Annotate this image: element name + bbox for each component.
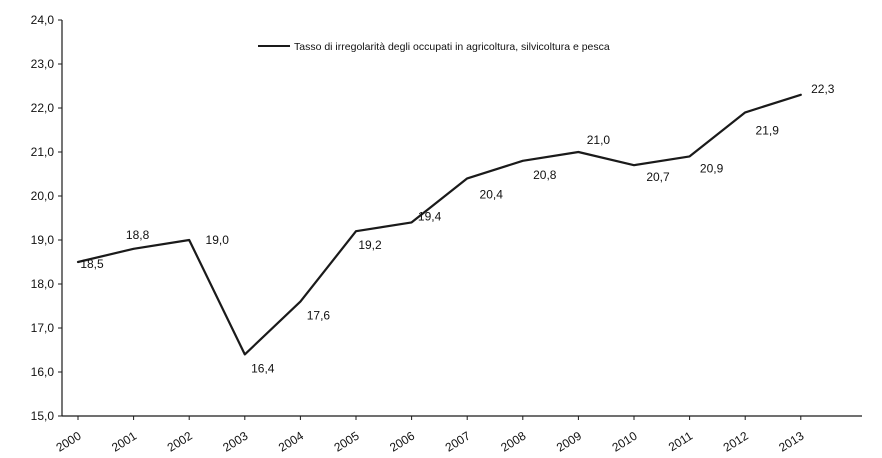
y-tick-label: 15,0 xyxy=(31,409,55,423)
x-tick-label: 2003 xyxy=(220,429,250,453)
data-label: 18,5 xyxy=(80,257,104,271)
y-tick-label: 22,0 xyxy=(31,101,55,115)
y-tick-label: 24,0 xyxy=(31,13,55,27)
series-line xyxy=(76,93,802,356)
x-tick-label: 2006 xyxy=(387,429,417,453)
y-tick-label: 20,0 xyxy=(31,189,55,203)
x-tick-label: 2002 xyxy=(165,429,195,453)
data-label: 18,8 xyxy=(126,228,150,242)
y-tick-label: 18,0 xyxy=(31,277,55,291)
data-label: 17,6 xyxy=(307,309,331,323)
data-label: 19,4 xyxy=(418,209,442,223)
y-tick-label: 21,0 xyxy=(31,145,55,159)
data-label: 20,4 xyxy=(480,187,504,201)
data-label: 16,4 xyxy=(251,361,275,375)
x-ticks: 2000 2001 2002 2003 2004 2005 2006 2007 2008 2009… xyxy=(54,416,807,455)
y-tick-label: 17,0 xyxy=(31,321,55,335)
x-tick-label: 2013 xyxy=(776,429,806,453)
y-tick-label: 16,0 xyxy=(31,365,55,379)
x-tick-label: 2000 xyxy=(54,429,84,453)
data-labels: 18,5 18,8 19,0 16,4 17,6 19,2 19,4 20,4 20,8 21,0… xyxy=(80,82,834,376)
series-layer xyxy=(76,93,802,356)
data-label: 21,9 xyxy=(756,123,780,137)
x-tick-label: 2005 xyxy=(332,429,362,453)
data-label: 19,2 xyxy=(358,238,382,252)
y-tick-label: 19,0 xyxy=(31,233,55,247)
x-tick-label: 2011 xyxy=(666,429,696,453)
data-label: 20,9 xyxy=(700,161,724,175)
x-tick-label: 2001 xyxy=(109,429,139,453)
x-tick-label: 2010 xyxy=(610,429,640,453)
x-tick-label: 2008 xyxy=(498,429,528,453)
data-label: 22,3 xyxy=(811,82,835,96)
x-tick-label: 2004 xyxy=(276,429,306,453)
y-tick-label: 23,0 xyxy=(31,57,55,71)
data-label: 20,8 xyxy=(533,168,557,182)
x-tick-label: 2012 xyxy=(721,429,751,453)
data-label: 21,0 xyxy=(587,133,611,147)
data-label: 19,0 xyxy=(206,233,230,247)
x-tick-label: 2009 xyxy=(554,429,584,453)
y-ticks: 15,0 16,0 17,0 18,0 19,0 20,0 21,0 22,0 23,0 24,0 xyxy=(31,13,62,423)
x-tick-label: 2007 xyxy=(443,429,473,453)
legend: Tasso di irregolarità degli occupati in … xyxy=(258,41,610,53)
data-label: 20,7 xyxy=(646,170,670,184)
legend-entry: Tasso di irregolarità degli occupati in … xyxy=(294,41,610,53)
